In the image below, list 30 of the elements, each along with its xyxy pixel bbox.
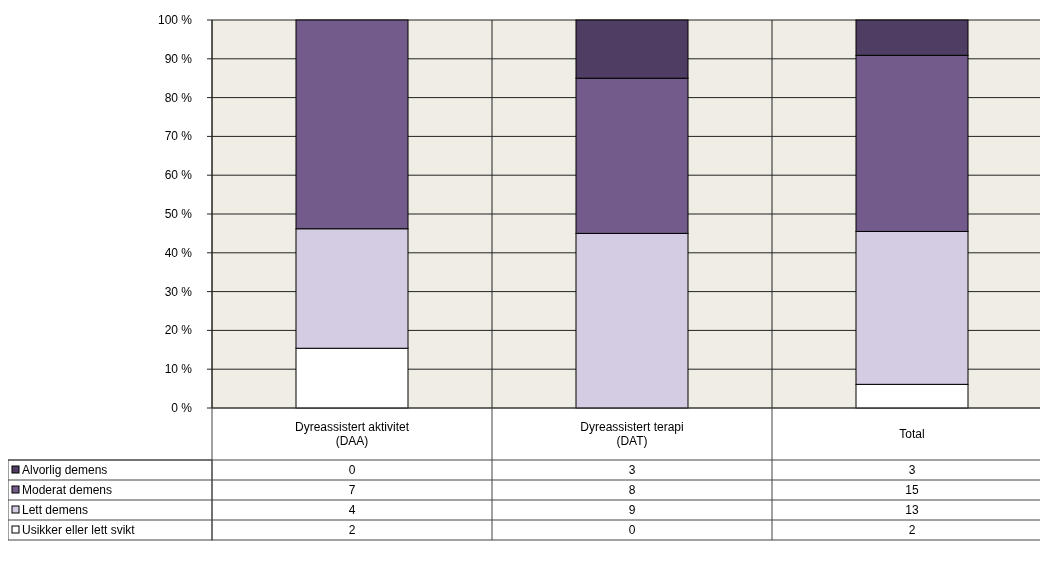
- text: 3: [908, 463, 916, 477]
- legend-label: Usikker eller lett svikt: [22, 523, 136, 537]
- y-tick-label: 40 %: [164, 245, 193, 260]
- text: 9: [628, 503, 636, 517]
- x-tick-label: Dyreassistert terapi (DAT): [580, 420, 684, 448]
- y-tick-label: 80 %: [164, 90, 193, 105]
- text: 8: [628, 483, 636, 497]
- y-tick-label: 100 %: [157, 13, 193, 27]
- text: 15: [905, 483, 919, 497]
- x-tick-label: Total: [899, 427, 925, 441]
- text: 0: [628, 523, 636, 537]
- y-tick-label: 20 %: [164, 323, 193, 338]
- text: 0: [348, 463, 356, 477]
- x-tick-label: Dyreassistert aktivitet (DAA): [294, 420, 410, 448]
- text: 2: [908, 523, 916, 537]
- y-tick-label: 70 %: [164, 129, 193, 144]
- y-tick-label: 30 %: [164, 284, 193, 299]
- text: 2: [348, 523, 356, 537]
- text: 4: [348, 503, 356, 517]
- legend-label: Alvorlig demens: [22, 463, 108, 477]
- text: 7: [348, 483, 356, 497]
- text: 13: [905, 503, 919, 517]
- y-tick-label: 90 %: [164, 51, 193, 66]
- y-tick-label: 60 %: [164, 168, 193, 183]
- y-tick-label: 0 %: [171, 401, 193, 415]
- legend-label: Lett demens: [22, 503, 89, 517]
- text: 3: [628, 463, 636, 477]
- legend-label: Moderat demens: [22, 483, 113, 497]
- y-tick-label: 50 %: [164, 207, 193, 221]
- y-tick-label: 10 %: [164, 362, 193, 377]
